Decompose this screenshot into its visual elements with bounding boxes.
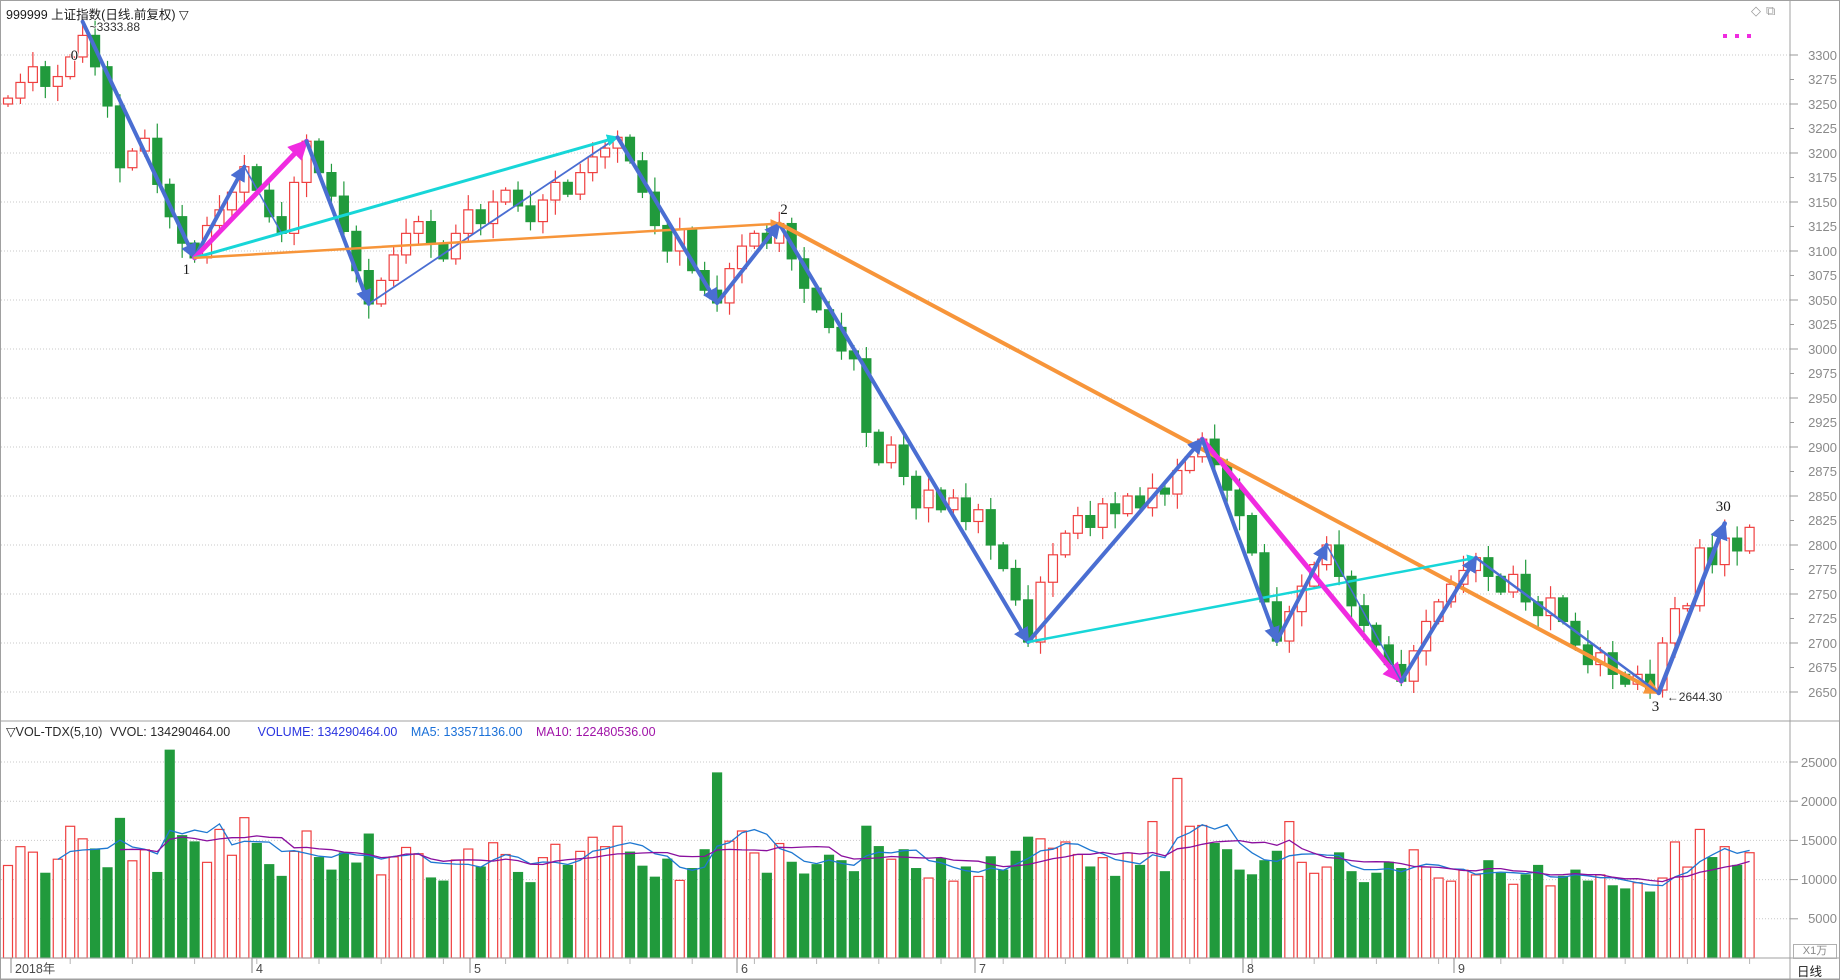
zigzag-point-label: 3 [1651, 698, 1660, 715]
price-tick-label: 3250 [1808, 96, 1837, 112]
volume-tick-label: 15000 [1800, 832, 1837, 848]
volume-vvol-value: VVOL: 134290464.00 [109, 725, 231, 739]
volume-ma10-value: MA10: 122480536.00 [536, 725, 656, 739]
volume-tick-label: 25000 [1800, 754, 1837, 770]
extreme-price-label: ~3333.88 [89, 19, 141, 34]
price-tick-label: 3100 [1808, 243, 1837, 259]
volume-value: VOLUME: 134290464.00 [257, 725, 398, 739]
windows-icon[interactable]: ⧉ [1766, 3, 1776, 18]
zigzag-point-label: 30 [1715, 499, 1731, 516]
price-tick-label: 3125 [1808, 219, 1837, 234]
date-tick-label: 6 [741, 962, 748, 976]
volume-ma5-value: MA5: 133571136.00 [410, 725, 523, 739]
price-tick-label: 3225 [1808, 121, 1837, 136]
price-tick-label: 3275 [1808, 72, 1837, 87]
price-tick-label: 2725 [1808, 611, 1837, 626]
zigzag-point-label: 1 [182, 261, 191, 278]
price-tick-label: 2700 [1808, 635, 1837, 651]
price-tick-label: 3300 [1808, 47, 1837, 63]
price-tick-label: 3025 [1808, 317, 1837, 332]
price-tick-label: 2825 [1808, 513, 1837, 528]
date-tick-label: 7 [979, 962, 986, 976]
date-tick-label: 5 [474, 962, 481, 976]
date-tick-label: 9 [1458, 962, 1465, 976]
price-tick-label: 2675 [1808, 660, 1837, 675]
date-tick-label: 4 [256, 962, 263, 976]
price-tick-label: 2900 [1808, 439, 1837, 455]
price-tick-label: 3000 [1808, 341, 1837, 357]
price-tick-label: 3050 [1808, 292, 1837, 308]
price-tick-label: 2950 [1808, 390, 1837, 406]
volume-tick-label: 20000 [1800, 793, 1837, 809]
price-tick-label: 3200 [1808, 145, 1837, 161]
volume-tick-label: 5000 [1808, 911, 1837, 927]
price-tick-label: 2750 [1808, 586, 1837, 602]
volume-indicator-label[interactable]: ▽VOL-TDX(5,10) [6, 725, 103, 739]
price-tick-label: 2800 [1808, 537, 1837, 553]
price-tick-label: 2875 [1808, 464, 1837, 479]
zigzag-point-label: 2 [780, 201, 788, 218]
price-tick-label: 3075 [1808, 268, 1837, 283]
date-tick-label: 2018年 [15, 962, 56, 976]
period-label[interactable]: 日线 [1797, 965, 1823, 979]
price-tick-label: 2925 [1808, 415, 1837, 430]
price-tick-label: 2775 [1808, 562, 1837, 577]
extreme-price-label: ←2644.30 [1666, 689, 1723, 704]
price-tick-label: 3175 [1808, 170, 1837, 185]
price-tick-label: 2850 [1808, 488, 1837, 504]
zigzag-point-label: 0 [70, 47, 79, 64]
price-tick-label: 2975 [1808, 366, 1837, 381]
volume-header: ▽VOL-TDX(5,10) VVOL: 134290464.00 VOLUME… [6, 724, 666, 739]
window-icons: ◇ ⧉ [1751, 3, 1780, 19]
date-tick-label: 8 [1247, 962, 1254, 976]
chart-title[interactable]: 999999 上证指数(日线.前复权) ▽ [6, 8, 189, 22]
volume-unit-label: X1万 [1793, 944, 1837, 959]
diamond-icon[interactable]: ◇ [1751, 3, 1761, 18]
marker-dots [1723, 25, 1759, 43]
volume-tick-label: 10000 [1800, 872, 1837, 888]
price-tick-label: 3150 [1808, 194, 1837, 210]
price-tick-label: 2650 [1808, 684, 1837, 700]
